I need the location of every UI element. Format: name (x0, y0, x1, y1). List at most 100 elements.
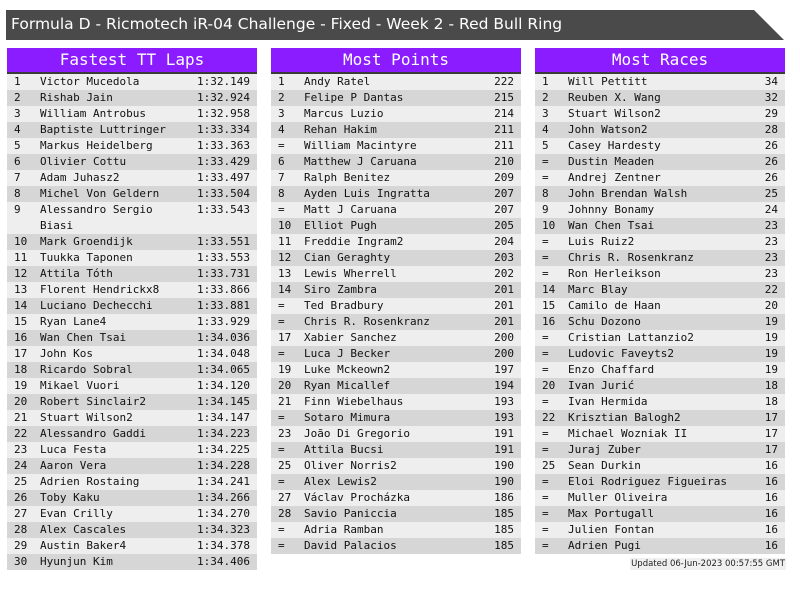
row-value: 1:34.228 (197, 459, 250, 472)
row-rank: 20 (542, 379, 556, 392)
table-row: = Eloi Rodriguez Figueiras 16 (535, 474, 785, 490)
table-row: 8 John Brendan Walsh 25 (535, 186, 785, 202)
row-rank: 16 (542, 315, 556, 328)
row-name: Ron Herleikson (568, 267, 661, 280)
row-value: 222 (494, 75, 514, 88)
row-value: 1:33.551 (197, 235, 250, 248)
row-name: Luis Ruiz2 (568, 235, 635, 248)
table-row: = Ivan Hermida 18 (535, 394, 785, 410)
table-row: 13 Lewis Wherrell 202 (271, 266, 521, 282)
row-value: 1:34.241 (197, 475, 250, 488)
leaderboard-table: 1 Victor Mucedola 1:32.149 2 Rishab Jain 1:32… (7, 74, 257, 570)
row-rank: 20 (14, 395, 28, 408)
row-rank: 5 (542, 139, 549, 152)
row-name: Stuart Wilson2 (40, 411, 133, 424)
table-row: = Alex Lewis2 190 (271, 474, 521, 490)
row-value: 1:33.497 (197, 171, 250, 184)
row-value: 1:34.145 (197, 395, 250, 408)
row-value: 191 (494, 427, 514, 440)
table-row: 2 Felipe P Dantas 215 (271, 90, 521, 106)
table-row: 10 Elliot Pugh 205 (271, 218, 521, 234)
row-value: 25 (764, 187, 778, 200)
row-name: Adrien Rostaing (40, 475, 140, 488)
table-row: 4 Rehan Hakim 211 (271, 122, 521, 138)
row-rank: 12 (14, 267, 28, 280)
table-row: 19 Luke Mckeown2 197 (271, 362, 521, 378)
row-value: 22 (764, 283, 778, 296)
row-value: 185 (494, 539, 514, 552)
table-row: 2 Rishab Jain 1:32.924 (7, 90, 257, 106)
table-row: = Attila Bucsi 191 (271, 442, 521, 458)
row-rank: 25 (542, 459, 556, 472)
table-row: 23 Luca Festa 1:34.225 (7, 442, 257, 458)
table-row: 25 Sean Durkin 16 (535, 458, 785, 474)
row-name: Adria Ramban (304, 523, 384, 536)
row-rank: 8 (278, 187, 285, 200)
row-name: Julien Fontan (568, 523, 655, 536)
row-name: Ryan Micallef (304, 379, 391, 392)
row-name: Marcus Luzio (304, 107, 384, 120)
row-rank: 27 (278, 491, 292, 504)
row-value: 205 (494, 219, 514, 232)
row-rank: 19 (278, 363, 292, 376)
row-name: Marc Blay (568, 283, 628, 296)
row-name: William Macintyre (304, 139, 417, 152)
row-rank: 8 (14, 187, 21, 200)
table-row: = Ludovic Faveyts2 19 (535, 346, 785, 362)
row-name: Matt J Caruana (304, 203, 397, 216)
row-value: 1:33.543 (197, 203, 250, 216)
row-name: Andy Ratel (304, 75, 371, 88)
row-name: Alessandro Sergio Biasi (40, 203, 153, 232)
row-value: 201 (494, 315, 514, 328)
row-name: Florent Hendrickx8 (40, 283, 160, 296)
row-name: Michael Wozniak II (568, 427, 688, 440)
row-rank: = (278, 475, 285, 488)
table-row: 8 Ayden Luis Ingratta 207 (271, 186, 521, 202)
row-value: 201 (494, 283, 514, 296)
row-rank: 13 (278, 267, 292, 280)
row-rank: 1 (278, 75, 285, 88)
row-value: 1:33.929 (197, 315, 250, 328)
row-rank: = (542, 235, 549, 248)
row-rank: = (278, 203, 285, 216)
table-row: 4 John Watson2 28 (535, 122, 785, 138)
leaderboard-table: 1 Andy Ratel 222 2 Felipe P Dantas 215 3 Marcus… (271, 74, 521, 554)
table-row: 28 Alex Cascales 1:34.323 (7, 522, 257, 538)
row-rank: 9 (14, 203, 21, 216)
row-value: 1:32.924 (197, 91, 250, 104)
row-name: Rehan Hakim (304, 123, 377, 136)
row-value: 1:32.958 (197, 107, 250, 120)
row-rank: 19 (14, 379, 28, 392)
row-name: Ivan Jurić (568, 379, 635, 392)
row-name: Muller Oliveira (568, 491, 668, 504)
row-name: Victor Mucedola (40, 75, 140, 88)
table-row: 3 William Antrobus 1:32.958 (7, 106, 257, 122)
row-name: Juraj Zuber (568, 443, 641, 456)
table-row: 6 Olivier Cottu 1:33.429 (7, 154, 257, 170)
title-bar: Formula D - Ricmotech iR-04 Challenge - … (6, 10, 784, 40)
row-value: 1:33.363 (197, 139, 250, 152)
table-row: 9 Johnny Bonamy 24 (535, 202, 785, 218)
row-rank: 2 (278, 91, 285, 104)
row-value: 207 (494, 187, 514, 200)
row-value: 203 (494, 251, 514, 264)
row-value: 16 (764, 523, 778, 536)
row-value: 1:34.036 (197, 331, 250, 344)
row-value: 186 (494, 491, 514, 504)
table-row: = Muller Oliveira 16 (535, 490, 785, 506)
row-name: Attila Bucsi (304, 443, 384, 456)
table-row: 30 Hyunjun Kim 1:34.406 (7, 554, 257, 570)
row-value: 26 (764, 139, 778, 152)
row-name: Johnny Bonamy (568, 203, 655, 216)
row-value: 1:34.120 (197, 379, 250, 392)
row-name: Michel Von Geldern (40, 187, 160, 200)
row-rank: 14 (542, 283, 556, 296)
row-value: 194 (494, 379, 514, 392)
row-name: Tuukka Taponen (40, 251, 133, 264)
row-name: Freddie Ingram2 (304, 235, 404, 248)
row-value: 23 (764, 267, 778, 280)
row-name: Cristian Lattanzio2 (568, 331, 694, 344)
row-name: Mikael Vuori (40, 379, 120, 392)
row-name: Chris R. Rosenkranz (568, 251, 694, 264)
row-rank: 15 (542, 299, 556, 312)
